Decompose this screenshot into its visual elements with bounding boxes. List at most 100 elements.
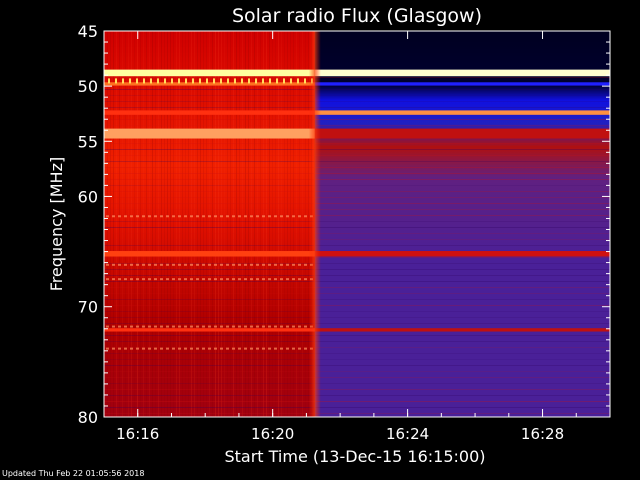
texture-streak (257, 31, 258, 417)
interference-dot (274, 278, 277, 281)
interference-dot (172, 325, 175, 328)
interference-dot (220, 325, 223, 328)
interference-dot (286, 325, 289, 328)
interference-dot (184, 263, 187, 266)
texture-streak (197, 31, 198, 417)
interference-dot (292, 325, 295, 328)
interference-dot (112, 278, 115, 281)
interference-dot (178, 325, 181, 328)
comb-tooth (108, 78, 110, 84)
comb-tooth (185, 78, 187, 84)
interference-dot (298, 278, 301, 281)
interference-dot (184, 278, 187, 281)
texture-line (104, 317, 610, 318)
interference-dot (160, 263, 163, 266)
comb-tooth (297, 78, 299, 84)
interference-dot (118, 347, 121, 350)
comb-tooth (213, 78, 215, 84)
texture-streak (206, 31, 207, 417)
interference-dot (268, 215, 271, 218)
interference-dot (292, 215, 295, 218)
interference-dot (280, 278, 283, 281)
band-2-after (314, 110, 610, 115)
interference-dot (244, 278, 247, 281)
interference-dot (208, 263, 211, 266)
texture-line (104, 155, 610, 156)
interference-dot (262, 215, 265, 218)
texture-line (104, 401, 610, 402)
comb-tooth (164, 78, 166, 84)
interference-dot (148, 278, 151, 281)
interference-dot (124, 263, 127, 266)
comb-tooth (241, 78, 243, 84)
band-3-before (104, 128, 315, 139)
x-axis-ticks: 16:16 16:20 16:24 16:28 (116, 31, 577, 443)
texture-streak (293, 31, 294, 417)
plot-frame (103, 30, 611, 418)
texture-streak (137, 31, 138, 417)
interference-dot (232, 325, 235, 328)
texture-line (104, 407, 610, 408)
interference-dot (154, 215, 157, 218)
interference-dot (166, 263, 169, 266)
x-tick-label: 16:16 (116, 425, 159, 443)
interference-dot (124, 278, 127, 281)
interference-dot (244, 325, 247, 328)
interference-dot (130, 325, 133, 328)
band-2-before (104, 110, 315, 115)
comb-tooth (248, 78, 250, 84)
interference-dot (304, 325, 307, 328)
interference-dot (280, 215, 283, 218)
texture-streak (143, 31, 144, 417)
texture-streak (176, 31, 177, 417)
interference-dot (136, 263, 139, 266)
interference-dot (214, 215, 217, 218)
interference-dot (208, 325, 211, 328)
texture-line (104, 311, 610, 312)
comb-tooth (276, 78, 278, 84)
texture-streak (221, 31, 222, 417)
interference-dot (184, 347, 187, 350)
interference-dot (112, 325, 115, 328)
texture-line (104, 125, 610, 126)
texture-streak (227, 31, 228, 417)
texture-line (104, 353, 610, 354)
interference-dot (148, 347, 151, 350)
texture-streak (296, 31, 297, 417)
texture-line (104, 215, 610, 216)
y-tick-label: 60 (78, 187, 98, 206)
interference-dot (232, 278, 235, 281)
interference-dot (202, 325, 205, 328)
interference-dot (298, 263, 301, 266)
texture-line (104, 287, 610, 288)
texture-streak (272, 31, 273, 417)
interference-dot (286, 278, 289, 281)
spectrum-texture (104, 31, 610, 417)
comb-tooth (269, 78, 271, 84)
texture-streak (299, 31, 300, 417)
interference-dot (268, 278, 271, 281)
texture-line (104, 305, 610, 306)
texture-line (104, 161, 610, 162)
texture-streak (194, 31, 195, 417)
interference-dot (202, 263, 205, 266)
texture-line (104, 269, 610, 270)
comb-tooth (255, 78, 257, 84)
band-1-before (104, 82, 315, 86)
texture-streak (278, 31, 279, 417)
interference-dot (268, 325, 271, 328)
interference-dot (286, 215, 289, 218)
interference-dot (202, 215, 205, 218)
interference-dot (190, 278, 193, 281)
texture-line (104, 101, 610, 102)
texture-streak (173, 31, 174, 417)
spectrum-region-before (104, 31, 315, 417)
interference-dot (280, 347, 283, 350)
texture-streak (233, 31, 234, 417)
texture-streak (140, 31, 141, 417)
comb-tooth (122, 78, 124, 84)
texture-line (104, 173, 610, 174)
interference-dot (226, 347, 229, 350)
texture-line (104, 119, 610, 120)
interference-dot (238, 215, 241, 218)
